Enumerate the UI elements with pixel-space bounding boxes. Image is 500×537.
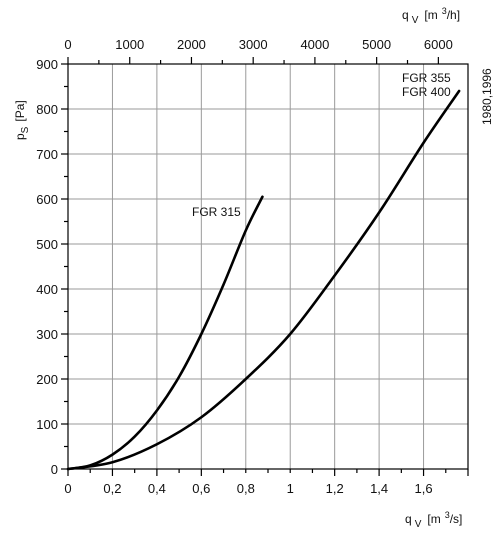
y-tick-label: 700 bbox=[36, 147, 58, 162]
series-label-1: FGR 400 bbox=[402, 85, 451, 99]
tick-marks bbox=[61, 57, 469, 476]
x-bottom-tick-label: 0,4 bbox=[148, 481, 166, 496]
x-top-axis-label-main: q bbox=[402, 8, 409, 22]
x-bottom-axis-label-unit-prefix: [m bbox=[427, 512, 440, 526]
y-tick-labels: 0 100 200 300 400 500 600 700 800 900 bbox=[36, 57, 58, 477]
y-axis-label-main: p bbox=[13, 133, 27, 140]
x-top-tick-label: 5000 bbox=[362, 37, 391, 52]
y-tick-label: 400 bbox=[36, 282, 58, 297]
x-top-axis-label-unit-exp: 3 bbox=[442, 6, 447, 16]
y-axis-label-unit: [Pa] bbox=[13, 100, 27, 121]
x-bottom-axis-label-unit-exp: 3 bbox=[445, 510, 450, 520]
x-bottom-axis-label-unit-suffix: /s] bbox=[450, 512, 463, 526]
plot-frame bbox=[67, 63, 469, 470]
y-axis-label-sub: S bbox=[20, 126, 31, 133]
y-tick-label: 100 bbox=[36, 417, 58, 432]
x-top-tick-label: 6000 bbox=[424, 37, 453, 52]
x-top-tick-label: 2000 bbox=[177, 37, 206, 52]
x-bottom-tick-label: 0 bbox=[64, 481, 71, 496]
y-tick-label: 900 bbox=[36, 57, 58, 72]
x-top-axis-label-sub: V bbox=[412, 15, 419, 26]
x-bottom-axis-label-sub: V bbox=[415, 519, 422, 530]
x-bottom-tick-label: 0,2 bbox=[103, 481, 121, 496]
major-grid bbox=[68, 64, 468, 469]
y-tick-label: 600 bbox=[36, 192, 58, 207]
series-label-1: FGR 355 bbox=[402, 71, 451, 85]
x-bottom-tick-label: 1,4 bbox=[370, 481, 388, 496]
x-bottom-tick-label: 1,6 bbox=[415, 481, 433, 496]
y-axis-label: pS [Pa] bbox=[13, 100, 31, 140]
y-tick-label: 300 bbox=[36, 327, 58, 342]
x-bottom-tick-labels: 0 0,2 0,4 0,6 0,8 1 1,2 1,4 1,6 bbox=[64, 481, 432, 496]
x-bottom-axis-label: q V [m 3/s] bbox=[405, 510, 462, 530]
x-top-tick-label: 1000 bbox=[115, 37, 144, 52]
y-tick-label: 500 bbox=[36, 237, 58, 252]
x-bottom-tick-label: 1,2 bbox=[326, 481, 344, 496]
x-top-axis-label: q V [m 3/h] bbox=[402, 6, 460, 26]
x-top-axis-label-unit-prefix: [m bbox=[424, 8, 437, 22]
x-bottom-tick-label: 0,6 bbox=[192, 481, 210, 496]
x-bottom-tick-label: 0,8 bbox=[237, 481, 255, 496]
series-curve-0 bbox=[66, 195, 264, 471]
x-top-tick-label: 4000 bbox=[300, 37, 329, 52]
x-top-tick-label: 0 bbox=[64, 37, 71, 52]
side-note: 1980,1996 bbox=[480, 68, 494, 125]
curves bbox=[66, 89, 461, 471]
y-tick-label: 800 bbox=[36, 102, 58, 117]
x-top-tick-labels: 0 1000 2000 3000 4000 5000 6000 bbox=[64, 37, 452, 52]
x-top-axis-label-unit-suffix: /h] bbox=[447, 8, 460, 22]
y-tick-label: 200 bbox=[36, 372, 58, 387]
y-tick-label: 0 bbox=[51, 462, 58, 477]
series-curve-1 bbox=[66, 89, 461, 471]
series-label-0: FGR 315 bbox=[192, 205, 241, 219]
x-bottom-tick-label: 1 bbox=[287, 481, 294, 496]
x-top-tick-label: 3000 bbox=[239, 37, 268, 52]
x-bottom-axis-label-main: q bbox=[405, 512, 412, 526]
